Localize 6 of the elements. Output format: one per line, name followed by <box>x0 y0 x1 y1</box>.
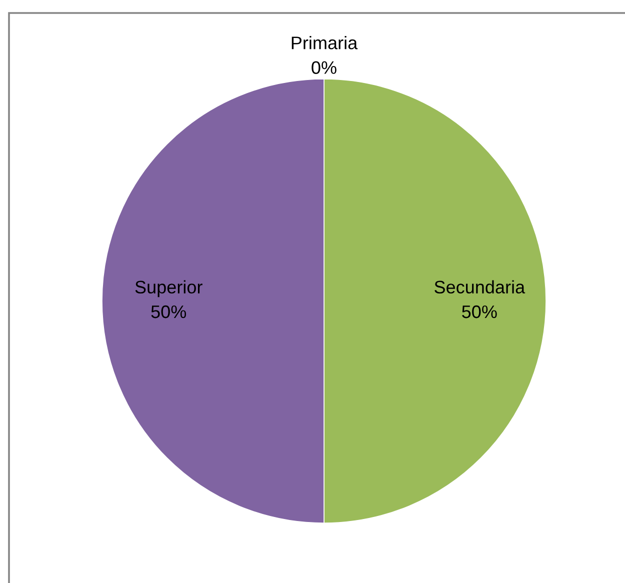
slice-label: Secundaria <box>434 280 526 294</box>
text: 0% <box>312 61 336 74</box>
slice-label: Superior <box>135 280 202 298</box>
data-label: 50% <box>151 305 186 318</box>
data-label: 50% <box>462 305 497 318</box>
category-label: Primaria <box>292 36 358 50</box>
